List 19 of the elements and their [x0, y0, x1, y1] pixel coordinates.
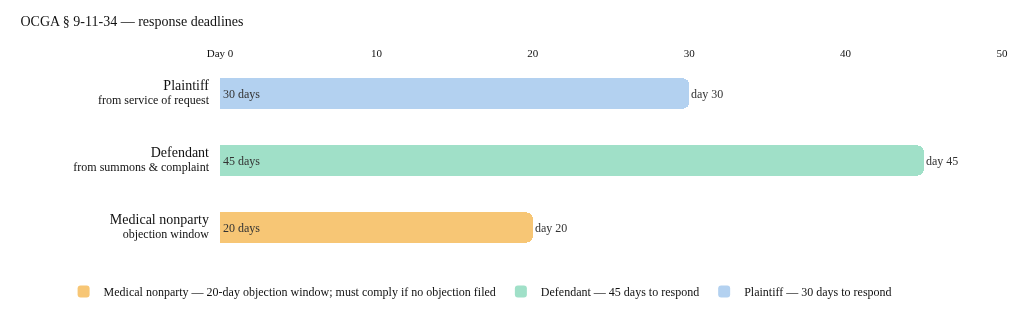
- x-tick-label: 10: [370, 46, 383, 59]
- annotation: day 45: [926, 154, 959, 168]
- x-tick-label: Day 0: [206, 46, 234, 59]
- annotation: day 20: [535, 221, 568, 235]
- y-tick-label: Medical nonparty objection window: [109, 212, 210, 242]
- legend-label: Plaintiff — 30 days to respond: [744, 285, 892, 300]
- data-label: 20 days: [223, 220, 261, 235]
- x-tick-label: 40: [840, 46, 852, 59]
- x-tick-label: 20: [527, 46, 539, 59]
- legend-label: Defendant — 45 days to respond: [540, 285, 700, 300]
- data-label: 45 days: [223, 153, 261, 168]
- chart-title: OCGA § 9-11-34 — response deadlines: [20, 13, 244, 29]
- y-tick-label: Defendant from summons & complaint: [73, 145, 210, 175]
- annotation: day 30: [691, 87, 724, 101]
- legend-label: Medical nonparty — 20-day objection window; must comply if no objection filed: [103, 285, 496, 300]
- data-label: 30 days: [223, 86, 261, 101]
- x-tick-label: 30: [683, 46, 696, 59]
- y-tick-label: Plaintiff from service of request: [98, 78, 210, 108]
- x-tick-label: 50: [996, 46, 1008, 59]
